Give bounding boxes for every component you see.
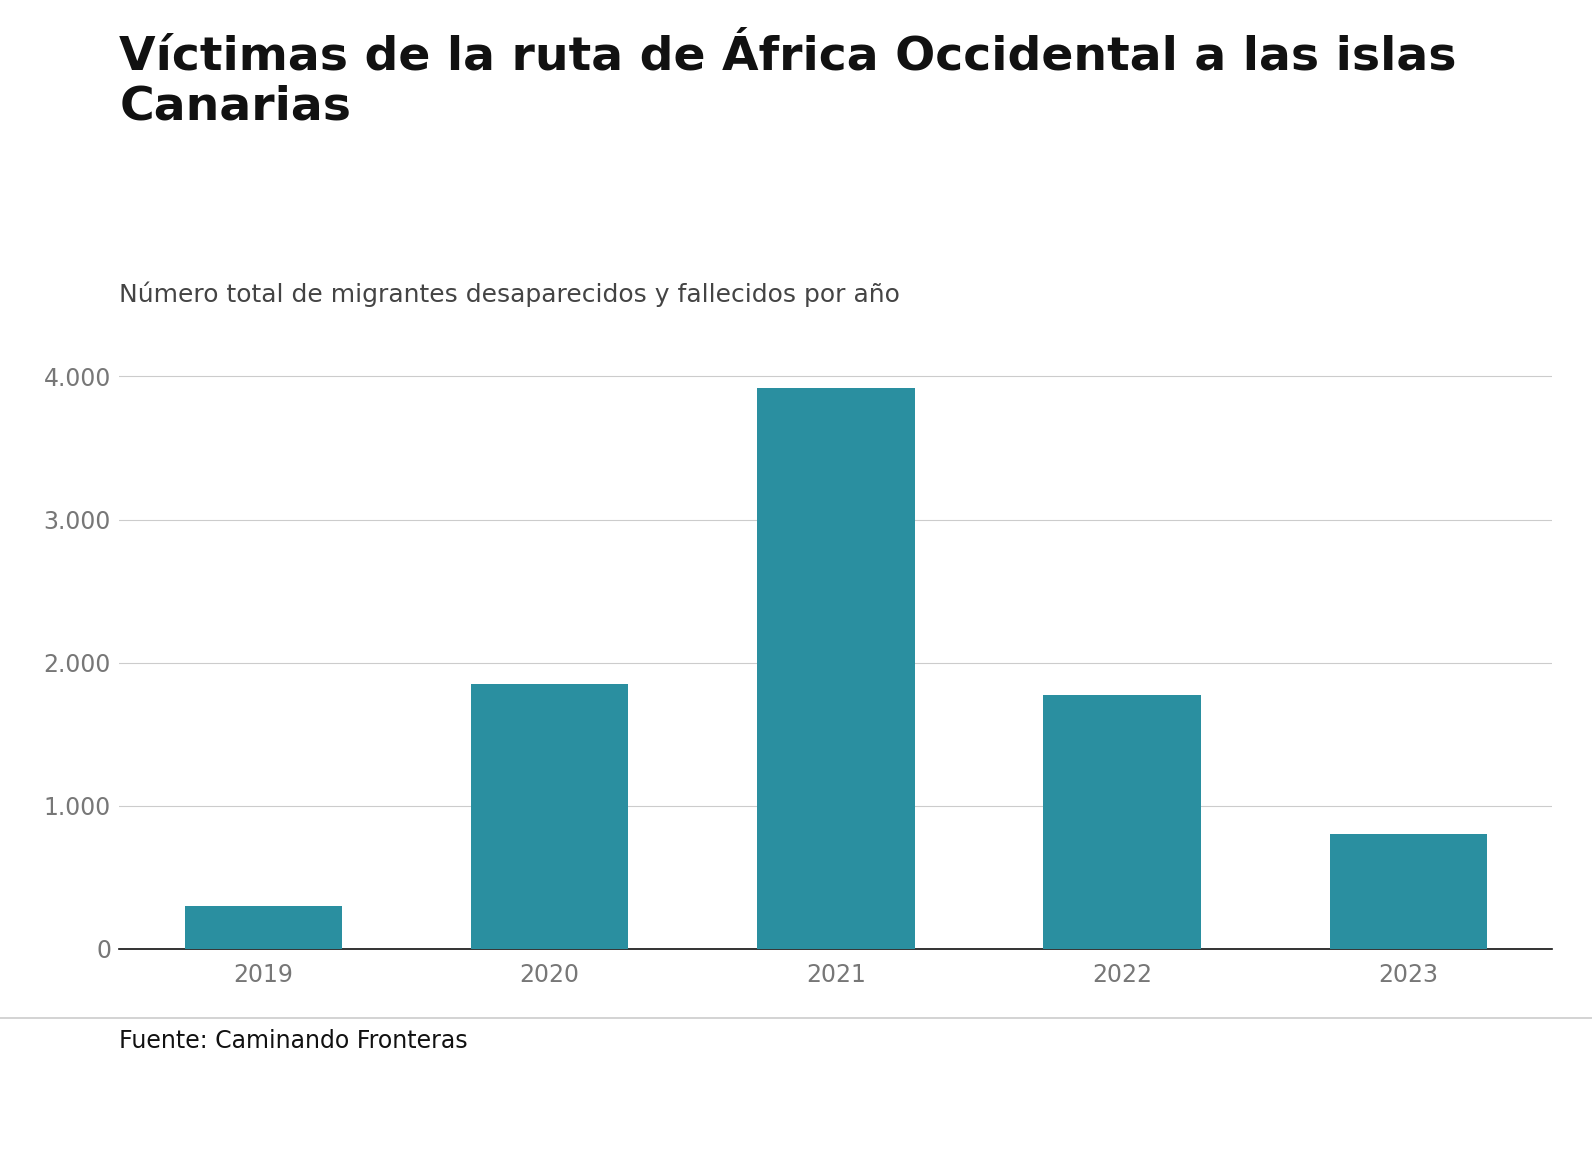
Bar [1043, 695, 1200, 949]
Bar [185, 905, 342, 949]
Text: Número total de migrantes desaparecidos y fallecidos por año: Número total de migrantes desaparecidos … [119, 282, 899, 307]
Text: BBC: BBC [1404, 1068, 1479, 1099]
Bar [758, 388, 914, 949]
Text: Víctimas de la ruta de África Occidental a las islas
Canarias: Víctimas de la ruta de África Occidental… [119, 34, 1457, 130]
Bar [471, 684, 629, 949]
Text: Fuente: Caminando Fronteras: Fuente: Caminando Fronteras [119, 1029, 468, 1053]
Bar [1329, 834, 1487, 949]
